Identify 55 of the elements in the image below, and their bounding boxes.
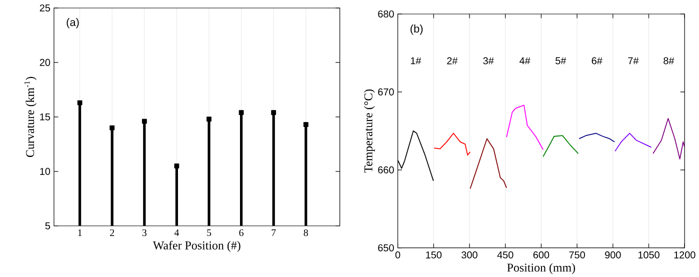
x-tick-label: 5 [207,229,212,236]
line-series [652,118,685,160]
annotation: (a) [66,18,79,28]
x-tick-label: 3 [142,229,147,236]
x-tick-label: 8 [304,229,308,236]
annotation: 7# [628,57,639,64]
y-tick-label: 660 [378,166,394,174]
y-tick-label: 15 [40,113,50,120]
line-series [614,132,652,152]
annotation: (b) [410,24,423,35]
annotation: 5# [556,57,566,64]
point [206,116,212,122]
x-tick-label: 7 [272,229,276,236]
line-series [506,104,544,150]
point [77,100,82,106]
y-tick-label: 25 [40,4,50,12]
y-tick-label: 10 [40,168,50,175]
x-tick-label: 1 [78,229,82,236]
x-tick-label: 150 [426,251,442,258]
x-tick-label: 6 [239,229,244,236]
y-tick-label: 20 [40,58,50,66]
x-tick-label: 600 [533,251,550,258]
x-axis-title: Position (mm) [507,263,576,274]
point [238,110,244,115]
x-tick-label: 4 [174,229,180,236]
annotation: 8# [664,57,674,64]
annotation: 6# [592,57,602,64]
line-series [470,138,507,189]
x-axis-title: Wafer Position (#) [152,240,240,252]
y-axis-title: Curvature (km$^{-1}$) [24,76,37,157]
x-tick-label: 0 [395,251,400,258]
x-tick-label: 1050 [638,251,660,258]
x-tick-label: 900 [605,251,621,258]
point [142,118,147,124]
x-tick-label: 1200 [674,251,696,258]
x-tick-label: 750 [569,251,585,258]
annotation: 4# [520,57,530,64]
y-tick-label: 650 [378,244,394,252]
x-tick-label: 450 [497,251,514,258]
annotation: 1# [410,57,422,64]
y-tick-label: 5 [45,222,50,230]
y-tick-label: 670 [378,88,394,96]
x-tick-label: 2 [110,229,114,236]
y-axis-title: Temperature (°C) [364,89,375,172]
annotation: 3# [483,57,494,64]
line-series [434,132,471,156]
point [110,125,115,130]
annotation: 2# [447,57,458,64]
point [174,163,180,168]
line-series [542,134,579,157]
point [271,110,276,115]
x-tick-label: 300 [462,251,478,258]
line-series [578,132,616,142]
point [303,122,308,127]
y-tick-label: 680 [378,10,394,18]
